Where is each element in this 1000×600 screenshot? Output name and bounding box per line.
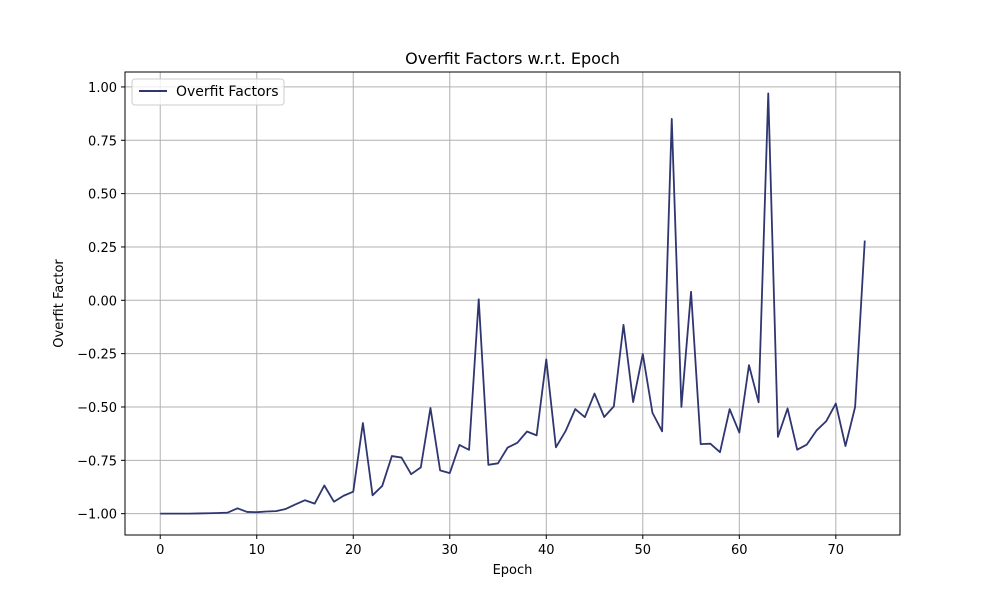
y-axis-title: Overfit Factor bbox=[52, 259, 67, 348]
x-axis-title: Epoch bbox=[493, 563, 533, 578]
series-line bbox=[160, 92, 866, 515]
y-tick-label: −0.25 bbox=[77, 348, 117, 363]
y-tick-label: −1.00 bbox=[77, 508, 117, 523]
x-tick-label: 40 bbox=[538, 543, 555, 558]
legend: Overfit Factors bbox=[131, 78, 285, 106]
series-layer bbox=[160, 92, 866, 515]
legend-box bbox=[131, 78, 285, 106]
y-tick-label: 0.75 bbox=[88, 134, 117, 149]
chart-title: Overfit Factors w.r.t. Epoch bbox=[405, 49, 620, 68]
x-tick-label: 30 bbox=[441, 543, 458, 558]
plot-frame bbox=[124, 71, 901, 536]
x-tick-label: 10 bbox=[248, 543, 265, 558]
x-tick-label: 60 bbox=[731, 543, 748, 558]
x-tick-label: 50 bbox=[635, 543, 652, 558]
plot-area bbox=[125, 72, 900, 535]
y-tick-label: 0.00 bbox=[88, 294, 117, 309]
axis-ticks: 0 10 20 30 40 50 60 70 −1.00 −0.75 −0.50 −0.25 0.00 0… bbox=[77, 81, 844, 558]
y-tick-label: −0.75 bbox=[77, 454, 117, 469]
y-tick-label: 0.25 bbox=[88, 241, 117, 256]
legend-label: Overfit Factors bbox=[176, 84, 279, 100]
x-tick-label: 20 bbox=[345, 543, 362, 558]
x-tick-label: 0 bbox=[156, 543, 164, 558]
x-tick-label: 70 bbox=[828, 543, 845, 558]
y-tick-label: 0.50 bbox=[88, 188, 117, 203]
y-tick-label: 1.00 bbox=[88, 81, 117, 96]
grid-lines bbox=[125, 72, 900, 535]
y-tick-label: −0.50 bbox=[77, 401, 117, 416]
